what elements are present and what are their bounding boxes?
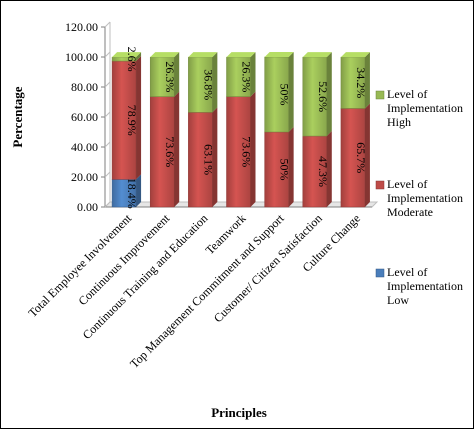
data-label: 26.3% <box>163 61 177 92</box>
bar-segment-side <box>326 131 332 207</box>
data-label: 65.7% <box>354 142 368 173</box>
legend-label: Moderate <box>387 205 433 219</box>
legend-label: Level of <box>387 87 427 101</box>
data-label: 36.8% <box>201 69 215 100</box>
bar-segment-side <box>364 103 370 207</box>
bar-segment <box>340 56 366 109</box>
legend-label: Level of <box>387 265 427 279</box>
legend-label: Implementation <box>387 191 463 205</box>
bar-segment-top <box>302 52 332 58</box>
data-label: 2.6% <box>125 47 139 72</box>
bar-segment <box>302 56 328 137</box>
y-tick-label: 20.00 <box>71 170 98 184</box>
bar-segment <box>264 56 289 133</box>
bar-segment-top <box>226 52 256 58</box>
legend-label: Implementation <box>387 101 463 115</box>
y-tick-depth <box>104 51 111 58</box>
data-label: 50% <box>278 159 292 181</box>
legend-label: High <box>387 115 411 129</box>
bar-segment-side <box>250 91 256 207</box>
y-tick-depth <box>104 141 111 148</box>
data-label: 18.4% <box>125 178 139 209</box>
bar-segment-side <box>212 52 218 113</box>
y-tick-depth <box>104 171 111 178</box>
y-axis-title: Percentage <box>10 86 25 147</box>
data-label: 78.9% <box>125 105 139 136</box>
bar-segment-top <box>340 52 370 58</box>
data-label: 26.3% <box>240 61 254 92</box>
legend-label: Level of <box>387 177 427 191</box>
legend-label: Implementation <box>387 279 463 293</box>
legend-label: Low <box>387 293 409 307</box>
x-axis-title: Principles <box>211 405 267 420</box>
bar-segment-top <box>112 52 142 58</box>
bar-segment <box>188 56 213 113</box>
bar-segment-side <box>364 52 370 109</box>
data-label: 73.6% <box>240 136 254 167</box>
bar-segment-top <box>264 52 294 57</box>
y-tick-depth <box>104 111 111 118</box>
bar-segment <box>302 135 328 208</box>
data-label: 73.6% <box>163 136 177 167</box>
bar-segment-side <box>212 107 218 207</box>
legend-swatch <box>375 180 385 190</box>
y-tick-label: 0.00 <box>77 200 98 214</box>
y-tick-depth <box>104 21 111 28</box>
bar-segment <box>188 112 213 208</box>
bar-segment-side <box>288 52 294 132</box>
y-tick-depth <box>104 201 111 208</box>
legend-swatch <box>375 90 385 100</box>
y-tick-label: 40.00 <box>71 140 98 154</box>
bar-segment-top <box>150 52 180 58</box>
bar-segment <box>340 108 366 208</box>
y-tick-depth <box>104 81 111 88</box>
y-tick-label: 120.00 <box>65 20 98 34</box>
legend-swatch <box>375 268 385 278</box>
y-tick-label: 100.00 <box>65 50 98 64</box>
bar-segment-side <box>174 91 180 207</box>
data-label: 63.1% <box>201 144 215 175</box>
bar-segment-side <box>174 52 180 97</box>
bar-segment-top <box>188 52 218 58</box>
bar-segment-side <box>288 127 294 207</box>
bar-segment <box>264 131 289 208</box>
data-label: 47.3% <box>316 156 330 187</box>
bar-segment-side <box>250 52 256 97</box>
bar-segment-side <box>136 174 142 207</box>
y-tick-label: 80.00 <box>71 80 98 94</box>
bar-segment-side <box>136 56 142 180</box>
bar-segment <box>226 96 251 208</box>
data-label: 50% <box>278 84 292 106</box>
data-label: 52.6% <box>316 81 330 112</box>
data-label: 34.2% <box>354 67 368 98</box>
bar-segment-side <box>326 52 332 137</box>
bar-segment-side <box>136 52 142 62</box>
y-tick-label: 60.00 <box>71 110 98 124</box>
bar-segment <box>226 56 251 97</box>
